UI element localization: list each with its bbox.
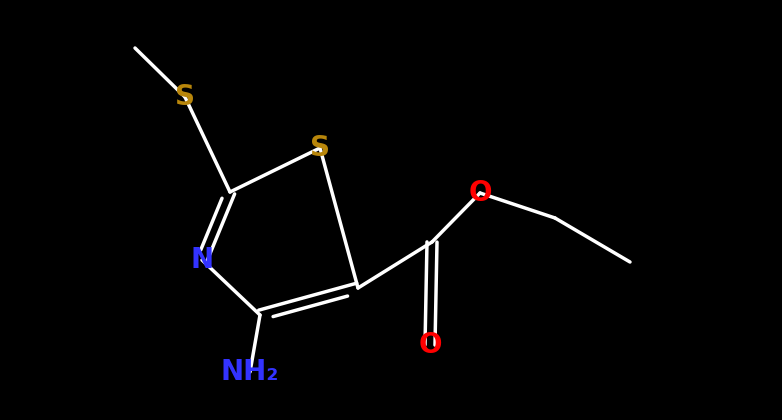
Text: S: S	[310, 134, 330, 162]
Text: O: O	[468, 179, 492, 207]
Text: O: O	[418, 331, 442, 359]
Text: N: N	[191, 246, 213, 274]
Text: NH₂: NH₂	[221, 358, 279, 386]
Text: S: S	[175, 83, 195, 111]
